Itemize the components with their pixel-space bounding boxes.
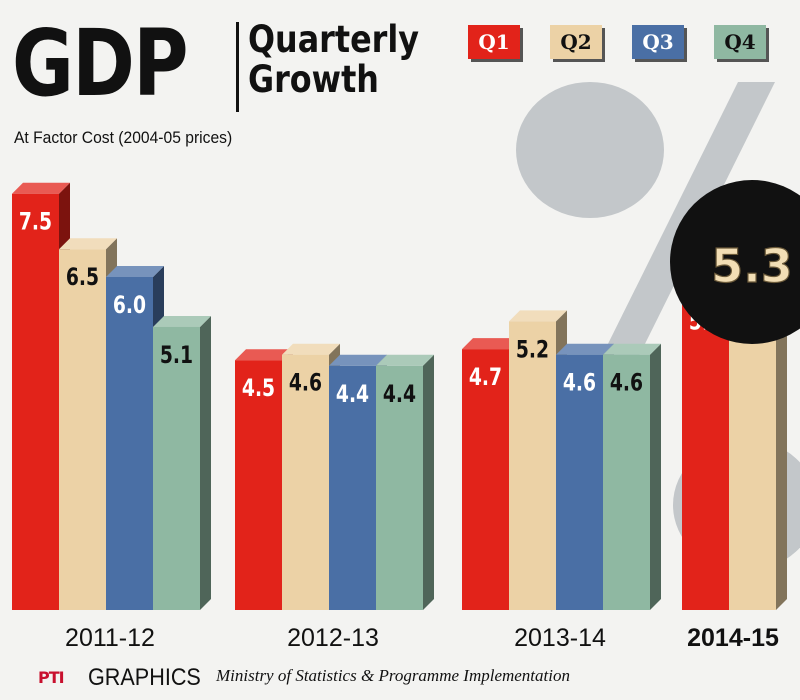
bar-q3-2012-13 bbox=[329, 365, 376, 610]
bar-side-q4-2013-14 bbox=[650, 343, 661, 610]
bar-top-q1-2011-12 bbox=[12, 182, 70, 194]
data-source: Ministry of Statistics & Programme Imple… bbox=[216, 666, 570, 685]
bar-label-q1-2011-12: 7.5 bbox=[19, 209, 52, 237]
subtitle-line-2: Growth bbox=[248, 58, 379, 101]
bar-label-q2-2012-13: 4.6 bbox=[289, 370, 322, 398]
percent-symbol-circle-icon bbox=[516, 82, 664, 218]
bar-side-q4-2012-13 bbox=[423, 354, 434, 610]
page-title: GDP bbox=[12, 10, 189, 117]
bar-q4-2013-14 bbox=[603, 354, 650, 610]
bar-top-q3-2013-14 bbox=[556, 343, 614, 355]
bar-label-q4-2013-14: 4.6 bbox=[610, 370, 643, 398]
subtitle-line-1: Quarterly bbox=[248, 18, 420, 61]
bar-label-q4-2011-12: 5.1 bbox=[160, 342, 193, 370]
legend-item-q2: Q2 bbox=[550, 25, 602, 59]
bar-top-q4-2013-14 bbox=[603, 343, 661, 355]
x-tick-label-2011-12: 2011-12 bbox=[65, 624, 155, 652]
bar-q2-2012-13 bbox=[282, 354, 329, 610]
x-tick-label-2013-14: 2013-14 bbox=[514, 624, 606, 652]
x-tick-label-2012-13: 2012-13 bbox=[287, 624, 379, 652]
legend-item-q3: Q3 bbox=[632, 25, 684, 59]
bar-q3-2013-14 bbox=[556, 354, 603, 610]
price-basis-note: At Factor Cost (2004-05 prices) bbox=[14, 128, 233, 147]
chart-subtitle: Quarterly Growth bbox=[248, 20, 419, 100]
bar-side-q2-2014-15 bbox=[776, 304, 787, 610]
bar-label-q3-2011-12: 6.0 bbox=[113, 292, 146, 320]
bar-top-q4-2012-13 bbox=[376, 354, 434, 366]
title-divider bbox=[236, 22, 239, 112]
bar-top-q2-2012-13 bbox=[282, 343, 340, 355]
bar-q1-2014-15 bbox=[682, 293, 729, 610]
pti-logo: PTI bbox=[38, 668, 65, 687]
x-tick-label-2014-15: 2014-15 bbox=[687, 624, 779, 652]
bar-label-q2-2011-12: 6.5 bbox=[66, 264, 99, 292]
bar-q1-2013-14 bbox=[462, 349, 509, 610]
bar-q3-2011-12 bbox=[106, 277, 153, 610]
highlight-bubble bbox=[670, 180, 800, 344]
bar-q2-2011-12 bbox=[59, 249, 106, 610]
bar-top-q2-2013-14 bbox=[509, 310, 567, 322]
bar-top-q2-2011-12 bbox=[59, 238, 117, 250]
legend-item-q4: Q4 bbox=[714, 25, 766, 59]
graphics-credit: GRAPHICS bbox=[88, 664, 201, 691]
bar-label-q2-2013-14: 5.2 bbox=[516, 336, 549, 364]
bar-label-q4-2012-13: 4.4 bbox=[383, 381, 416, 409]
bar-top-q1-2012-13 bbox=[235, 349, 293, 361]
bar-q4-2012-13 bbox=[376, 365, 423, 610]
bar-top-q3-2012-13 bbox=[329, 354, 387, 366]
bar-top-q4-2011-12 bbox=[153, 315, 211, 327]
bar-label-q1-2012-13: 4.5 bbox=[242, 375, 275, 403]
bar-label-q1-2013-14: 4.7 bbox=[469, 364, 502, 392]
bar-top-q1-2013-14 bbox=[462, 338, 520, 350]
highlight-value: 5.3 bbox=[711, 239, 793, 293]
bar-q4-2011-12 bbox=[153, 326, 200, 610]
bar-label-q3-2013-14: 4.6 bbox=[563, 370, 596, 398]
bar-side-q4-2011-12 bbox=[200, 315, 211, 610]
bar-label-q3-2012-13: 4.4 bbox=[336, 381, 369, 409]
bar-q1-2011-12 bbox=[12, 193, 59, 610]
bar-q2-2013-14 bbox=[509, 321, 556, 610]
bar-q2-2014-15 bbox=[729, 315, 776, 610]
legend-item-q1: Q1 bbox=[468, 25, 520, 59]
bar-q1-2012-13 bbox=[235, 360, 282, 610]
bar-top-q3-2011-12 bbox=[106, 266, 164, 277]
